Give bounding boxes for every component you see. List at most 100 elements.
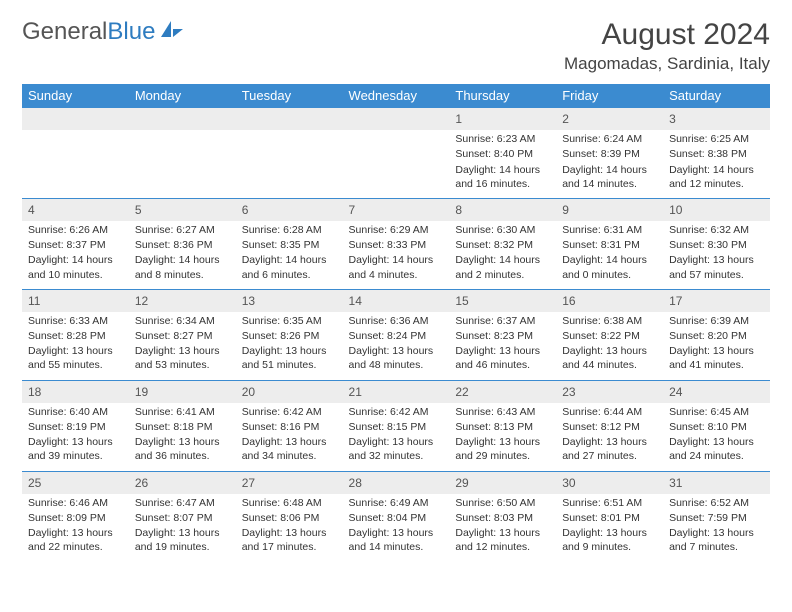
- day-detail-cell: [236, 130, 343, 198]
- day-number-cell: 27: [236, 471, 343, 494]
- weekday-header-row: Sunday Monday Tuesday Wednesday Thursday…: [22, 84, 770, 108]
- logo-text-blue: Blue: [107, 18, 155, 46]
- weekday-header: Thursday: [449, 84, 556, 108]
- day-number-row: 25262728293031: [22, 471, 770, 494]
- day-number-cell: 11: [22, 289, 129, 312]
- daylight-text: Daylight: 14 hours and 6 minutes.: [242, 253, 337, 281]
- day-detail-cell: Sunrise: 6:42 AMSunset: 8:16 PMDaylight:…: [236, 403, 343, 471]
- daylight-text: Daylight: 14 hours and 10 minutes.: [28, 253, 123, 281]
- day-detail-row: Sunrise: 6:33 AMSunset: 8:28 PMDaylight:…: [22, 312, 770, 380]
- sunset-text: Sunset: 8:26 PM: [242, 329, 337, 343]
- daylight-text: Daylight: 13 hours and 17 minutes.: [242, 526, 337, 554]
- sunset-text: Sunset: 8:22 PM: [562, 329, 657, 343]
- day-number-cell: 13: [236, 289, 343, 312]
- day-detail-cell: Sunrise: 6:45 AMSunset: 8:10 PMDaylight:…: [663, 403, 770, 471]
- sunset-text: Sunset: 8:36 PM: [135, 238, 230, 252]
- sunset-text: Sunset: 8:30 PM: [669, 238, 764, 252]
- day-detail-cell: Sunrise: 6:50 AMSunset: 8:03 PMDaylight:…: [449, 494, 556, 562]
- sunrise-text: Sunrise: 6:38 AM: [562, 314, 657, 328]
- sunrise-text: Sunrise: 6:46 AM: [28, 496, 123, 510]
- daylight-text: Daylight: 14 hours and 4 minutes.: [349, 253, 444, 281]
- sunset-text: Sunset: 8:40 PM: [455, 147, 550, 161]
- day-number-row: 45678910: [22, 198, 770, 221]
- logo-text-general: General: [22, 18, 107, 46]
- sunrise-text: Sunrise: 6:49 AM: [349, 496, 444, 510]
- sunset-text: Sunset: 8:28 PM: [28, 329, 123, 343]
- sunset-text: Sunset: 8:33 PM: [349, 238, 444, 252]
- day-detail-cell: Sunrise: 6:42 AMSunset: 8:15 PMDaylight:…: [343, 403, 450, 471]
- sunrise-text: Sunrise: 6:43 AM: [455, 405, 550, 419]
- day-number-cell: 28: [343, 471, 450, 494]
- weekday-header: Monday: [129, 84, 236, 108]
- sunset-text: Sunset: 8:27 PM: [135, 329, 230, 343]
- daylight-text: Daylight: 13 hours and 12 minutes.: [455, 526, 550, 554]
- sunrise-text: Sunrise: 6:28 AM: [242, 223, 337, 237]
- day-number-cell: [236, 108, 343, 131]
- sunset-text: Sunset: 8:03 PM: [455, 511, 550, 525]
- weekday-header: Wednesday: [343, 84, 450, 108]
- sunset-text: Sunset: 8:19 PM: [28, 420, 123, 434]
- sunrise-text: Sunrise: 6:45 AM: [669, 405, 764, 419]
- day-number-cell: 29: [449, 471, 556, 494]
- day-number-cell: 15: [449, 289, 556, 312]
- sunrise-text: Sunrise: 6:42 AM: [242, 405, 337, 419]
- sunrise-text: Sunrise: 6:26 AM: [28, 223, 123, 237]
- sunset-text: Sunset: 8:24 PM: [349, 329, 444, 343]
- day-number-cell: 4: [22, 198, 129, 221]
- day-number-cell: 24: [663, 380, 770, 403]
- day-number-cell: 31: [663, 471, 770, 494]
- day-number-cell: 20: [236, 380, 343, 403]
- weekday-header: Friday: [556, 84, 663, 108]
- sunset-text: Sunset: 8:35 PM: [242, 238, 337, 252]
- sunset-text: Sunset: 8:31 PM: [562, 238, 657, 252]
- daylight-text: Daylight: 13 hours and 57 minutes.: [669, 253, 764, 281]
- day-detail-row: Sunrise: 6:23 AMSunset: 8:40 PMDaylight:…: [22, 130, 770, 198]
- sunrise-text: Sunrise: 6:36 AM: [349, 314, 444, 328]
- daylight-text: Daylight: 14 hours and 12 minutes.: [669, 163, 764, 191]
- daylight-text: Daylight: 13 hours and 55 minutes.: [28, 344, 123, 372]
- day-detail-cell: Sunrise: 6:40 AMSunset: 8:19 PMDaylight:…: [22, 403, 129, 471]
- day-number-cell: 10: [663, 198, 770, 221]
- sunrise-text: Sunrise: 6:50 AM: [455, 496, 550, 510]
- sunset-text: Sunset: 8:04 PM: [349, 511, 444, 525]
- day-detail-cell: [22, 130, 129, 198]
- day-detail-cell: [343, 130, 450, 198]
- day-number-cell: 17: [663, 289, 770, 312]
- daylight-text: Daylight: 13 hours and 9 minutes.: [562, 526, 657, 554]
- day-number-cell: 6: [236, 198, 343, 221]
- daylight-text: Daylight: 14 hours and 8 minutes.: [135, 253, 230, 281]
- day-detail-cell: Sunrise: 6:41 AMSunset: 8:18 PMDaylight:…: [129, 403, 236, 471]
- day-number-row: 18192021222324: [22, 380, 770, 403]
- sunrise-text: Sunrise: 6:39 AM: [669, 314, 764, 328]
- daylight-text: Daylight: 14 hours and 16 minutes.: [455, 163, 550, 191]
- sunrise-text: Sunrise: 6:48 AM: [242, 496, 337, 510]
- day-detail-cell: Sunrise: 6:44 AMSunset: 8:12 PMDaylight:…: [556, 403, 663, 471]
- weekday-header: Tuesday: [236, 84, 343, 108]
- day-number-row: 11121314151617: [22, 289, 770, 312]
- day-number-cell: 14: [343, 289, 450, 312]
- location-subtitle: Magomadas, Sardinia, Italy: [564, 54, 770, 74]
- daylight-text: Daylight: 13 hours and 39 minutes.: [28, 435, 123, 463]
- day-detail-row: Sunrise: 6:46 AMSunset: 8:09 PM Daylight:…: [22, 494, 770, 562]
- day-detail-cell: Sunrise: 6:49 AMSunset: 8:04 PMDaylight:…: [343, 494, 450, 562]
- day-detail-cell: Sunrise: 6:48 AMSunset: 8:06 PMDaylight:…: [236, 494, 343, 562]
- day-detail-cell: Sunrise: 6:36 AMSunset: 8:24 PMDaylight:…: [343, 312, 450, 380]
- day-number-cell: 5: [129, 198, 236, 221]
- sunrise-text: Sunrise: 6:32 AM: [669, 223, 764, 237]
- sunrise-text: Sunrise: 6:44 AM: [562, 405, 657, 419]
- day-detail-cell: Sunrise: 6:31 AMSunset: 8:31 PMDaylight:…: [556, 221, 663, 289]
- day-detail-cell: Sunrise: 6:47 AMSunset: 8:07 PMDaylight:…: [129, 494, 236, 562]
- day-number-cell: [129, 108, 236, 131]
- day-number-cell: 19: [129, 380, 236, 403]
- sunrise-text: Sunrise: 6:29 AM: [349, 223, 444, 237]
- sunset-text: Sunset: 8:18 PM: [135, 420, 230, 434]
- day-detail-cell: Sunrise: 6:32 AMSunset: 8:30 PMDaylight:…: [663, 221, 770, 289]
- day-detail-cell: Sunrise: 6:24 AMSunset: 8:39 PMDaylight:…: [556, 130, 663, 198]
- day-number-cell: 30: [556, 471, 663, 494]
- day-number-cell: [343, 108, 450, 131]
- sunrise-text: Sunrise: 6:47 AM: [135, 496, 230, 510]
- day-number-row: 123: [22, 108, 770, 131]
- sunset-text: Sunset: 8:39 PM: [562, 147, 657, 161]
- day-detail-cell: Sunrise: 6:33 AMSunset: 8:28 PMDaylight:…: [22, 312, 129, 380]
- sunset-text: Sunset: 8:09 PM: [28, 511, 123, 525]
